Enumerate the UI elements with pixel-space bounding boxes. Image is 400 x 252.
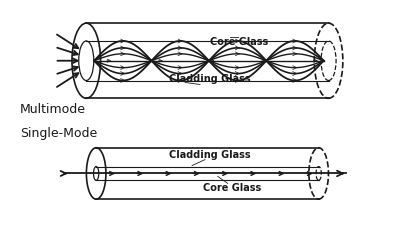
Text: Cladding Glass: Cladding Glass (169, 74, 251, 84)
Text: Core Glass: Core Glass (210, 37, 269, 47)
Text: Single-Mode: Single-Mode (20, 127, 97, 140)
Text: Cladding Glass: Cladding Glass (169, 150, 251, 160)
Text: Multimode: Multimode (20, 103, 86, 116)
Text: Core Glass: Core Glass (202, 183, 261, 193)
